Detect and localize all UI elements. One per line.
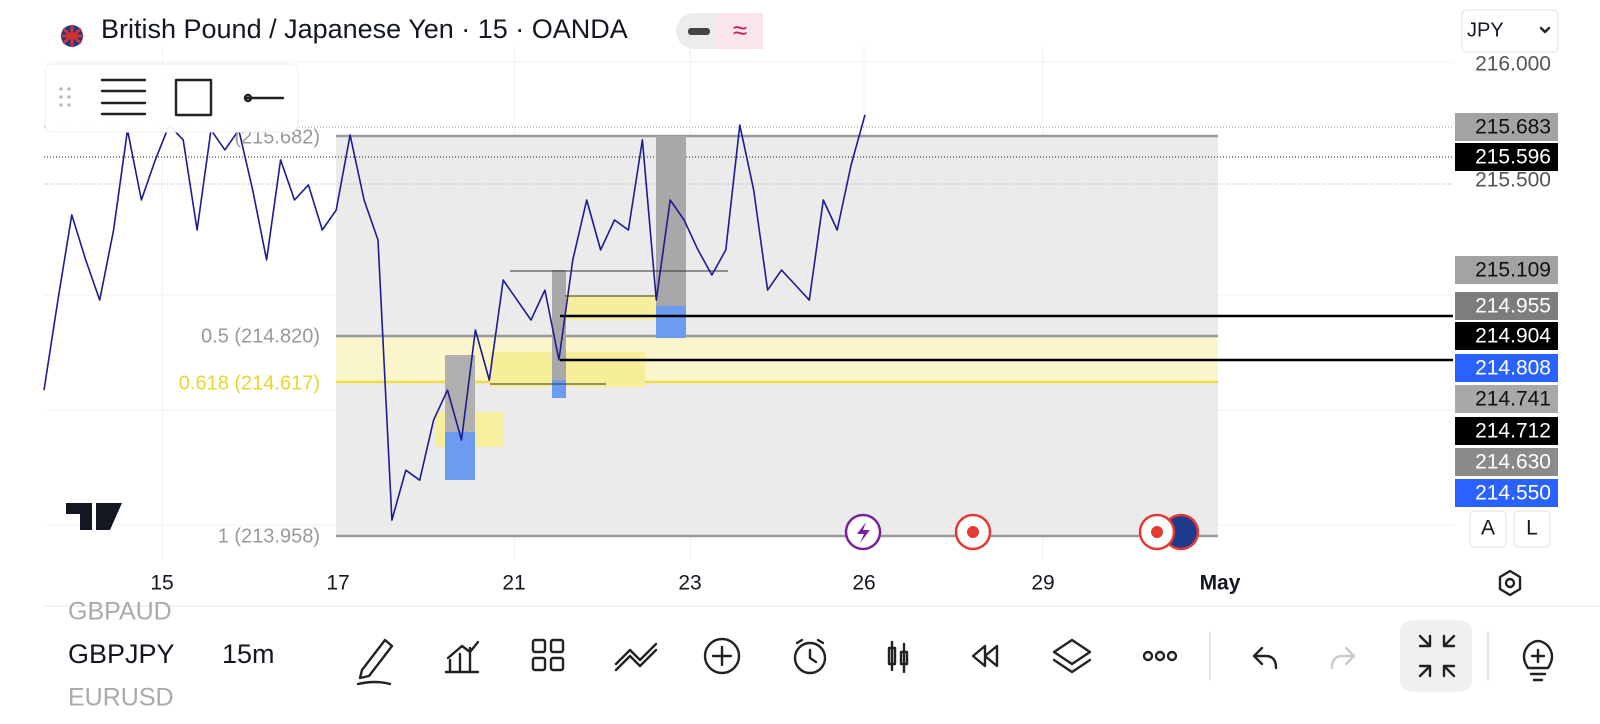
scale-button-label: L [1526,517,1538,540]
currency-select[interactable] [1461,9,1559,53]
price-label: 214.955 [1475,295,1551,318]
price-label-bg [1455,385,1558,413]
time-label: 15 [150,572,173,595]
price-label: 214.712 [1475,420,1551,443]
price-label-bg [1455,256,1558,284]
chevron [1539,26,1551,34]
fib-label: 0.5 (214.820) [201,325,320,347]
price-label: 215.109 [1475,259,1551,282]
time-axis: 15 17 21 23 26 29 May [150,572,1240,595]
symbol-title[interactable]: British Pound / Japanese Yen · 15 · OAND… [101,14,628,44]
time-label: 23 [678,572,701,595]
price-label: 216.000 [1475,53,1551,76]
price-label: 214.904 [1475,325,1551,348]
scale-button[interactable] [1513,510,1551,548]
scale-button-label: A [1481,517,1495,540]
watchlist-item[interactable]: GBPJPY [68,639,175,669]
fib-label: 0.618 (214.617) [179,372,320,394]
price-label-bg [1455,113,1558,141]
settings-icon[interactable] [1498,569,1522,597]
price-label: 214.808 [1475,357,1551,380]
price-label-bg [1455,448,1558,476]
price-line-series [43,114,866,521]
currency: JPY [1467,19,1504,41]
event-dot [967,526,979,538]
price-label-bg [1455,292,1558,320]
settings-icon [1504,577,1516,589]
time-label: 17 [326,572,349,595]
price-label: 215.596 [1475,146,1551,169]
event-dot [1151,526,1163,538]
watchlist-item[interactable]: EURUSD [68,684,174,712]
watchlist-item[interactable]: GBPAUD [68,598,172,626]
price-label: 214.550 [1475,482,1551,505]
status-icon: ≈ [733,15,747,45]
price-label: 214.630 [1475,451,1551,474]
logo [96,504,106,514]
price-label: 214.741 [1475,388,1551,411]
logo [66,503,122,530]
interval[interactable]: 15m [222,639,275,669]
plot [43,114,866,521]
price-label-bg [1455,417,1558,445]
price-label-bg [1455,322,1558,350]
time-label: 21 [502,572,525,595]
time-label: 26 [852,572,875,595]
price-label-bg [1455,143,1558,171]
price-label-bg [1455,354,1558,382]
time-label: May [1200,572,1241,595]
status-icon [688,28,710,35]
flag-cross [61,25,83,47]
time-label: 29 [1031,572,1054,595]
price-label-bg [1455,479,1558,507]
status-pill-right [718,13,763,49]
drawing-tools[interactable] [59,78,285,117]
event-icon [857,522,870,543]
price-label: 215.500 [1475,169,1551,192]
fib-label: 1 (213.958) [218,525,320,547]
toolbar-icons[interactable] [356,631,1554,686]
scale-button[interactable] [1469,510,1507,548]
price-label: 215.683 [1475,116,1551,139]
fullscreen-button[interactable] [1400,620,1472,692]
